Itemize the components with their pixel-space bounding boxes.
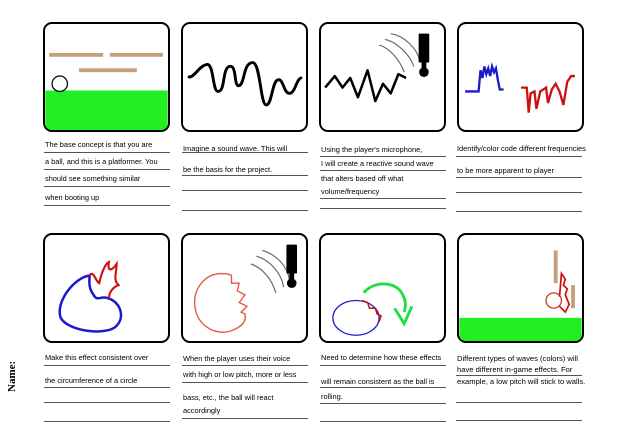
caption-line: will remain consistent as the ball is xyxy=(321,377,435,386)
ball-sprite xyxy=(51,75,69,93)
storyboard-panel-6 xyxy=(181,233,308,343)
storyboard-panel-7 xyxy=(319,233,446,343)
storyboard-panel-2 xyxy=(181,22,308,132)
name-label: Name: xyxy=(6,360,18,392)
caption-line: be the basis for the project. xyxy=(183,165,273,174)
storyboard-panel-3 xyxy=(319,22,446,132)
platform xyxy=(79,68,137,73)
caption-line: to be more apparent to player xyxy=(457,166,554,175)
colored-wave-low xyxy=(465,61,504,93)
caption-line: The base concept is that you are xyxy=(45,140,153,149)
caption-line: when booting up xyxy=(45,193,100,202)
caption-line: volume/frequency xyxy=(321,187,380,196)
platform xyxy=(49,52,104,57)
swirl-effect-red xyxy=(558,270,571,314)
caption-line: Identify/color code different frequencie… xyxy=(457,144,586,153)
colored-wave-high xyxy=(520,74,575,113)
caption-line: that alters based off what xyxy=(321,174,404,183)
voice-reaction-drawing xyxy=(194,244,298,333)
caption-line: have different in-game effects. For xyxy=(457,365,573,374)
caption-line: should see something similar xyxy=(45,174,141,183)
rolling-ball-drawing xyxy=(332,282,414,336)
caption-line: Using the player's microphone, xyxy=(321,145,423,154)
ball-sprite xyxy=(545,292,563,309)
caption-line: a ball, and this is a platformer. You xyxy=(45,157,158,166)
caption-line: accordingly xyxy=(183,406,221,415)
wall xyxy=(553,250,558,284)
microphone-icon xyxy=(418,33,430,77)
storyboard-panel-5 xyxy=(43,233,170,343)
caption-line: example, a low pitch will stick to walls… xyxy=(457,377,586,386)
caption-line: the circumference of a circle xyxy=(45,376,138,385)
platform xyxy=(109,52,163,57)
wall-stick-drawing xyxy=(459,250,582,341)
platformer-scene-drawing xyxy=(45,52,168,130)
caption-line: Different types of waves (colors) will xyxy=(457,354,578,363)
rotation-arrow xyxy=(362,282,407,313)
caption-line: rolling. xyxy=(321,392,343,401)
caption-line: Imagine a sound wave. This will xyxy=(183,144,288,153)
swirl-effect-red xyxy=(88,260,121,299)
sound-wave xyxy=(324,69,407,103)
swirl-effect-red xyxy=(361,299,382,322)
caption-line: Make this effect consistent over xyxy=(45,353,149,362)
caption-line: bass, etc., the ball will react xyxy=(183,393,274,402)
sound-wave-drawing xyxy=(187,61,303,107)
storyboard-panel-8 xyxy=(457,233,584,343)
wall xyxy=(571,285,575,309)
storyboard-panel-4 xyxy=(457,22,584,132)
circular-wave-drawing xyxy=(58,260,123,333)
microphone-icon xyxy=(286,244,298,288)
face-sketch xyxy=(194,272,249,333)
ground xyxy=(45,90,168,130)
caption-line: I will create a reactive sound wave xyxy=(321,159,434,168)
swirl-effect-blue xyxy=(58,274,123,333)
reactive-wave-drawing xyxy=(324,33,430,103)
sound-wave xyxy=(187,61,303,107)
caption-line: When the player uses their voice xyxy=(183,354,291,363)
caption-line: with high or low pitch, more or less xyxy=(183,370,297,379)
ball-sprite xyxy=(332,299,380,336)
ground xyxy=(459,317,582,341)
storyboard-panel-1 xyxy=(43,22,170,132)
color-coded-wave-drawing xyxy=(465,61,575,113)
caption-line: Need to determine how these effects xyxy=(321,353,442,362)
